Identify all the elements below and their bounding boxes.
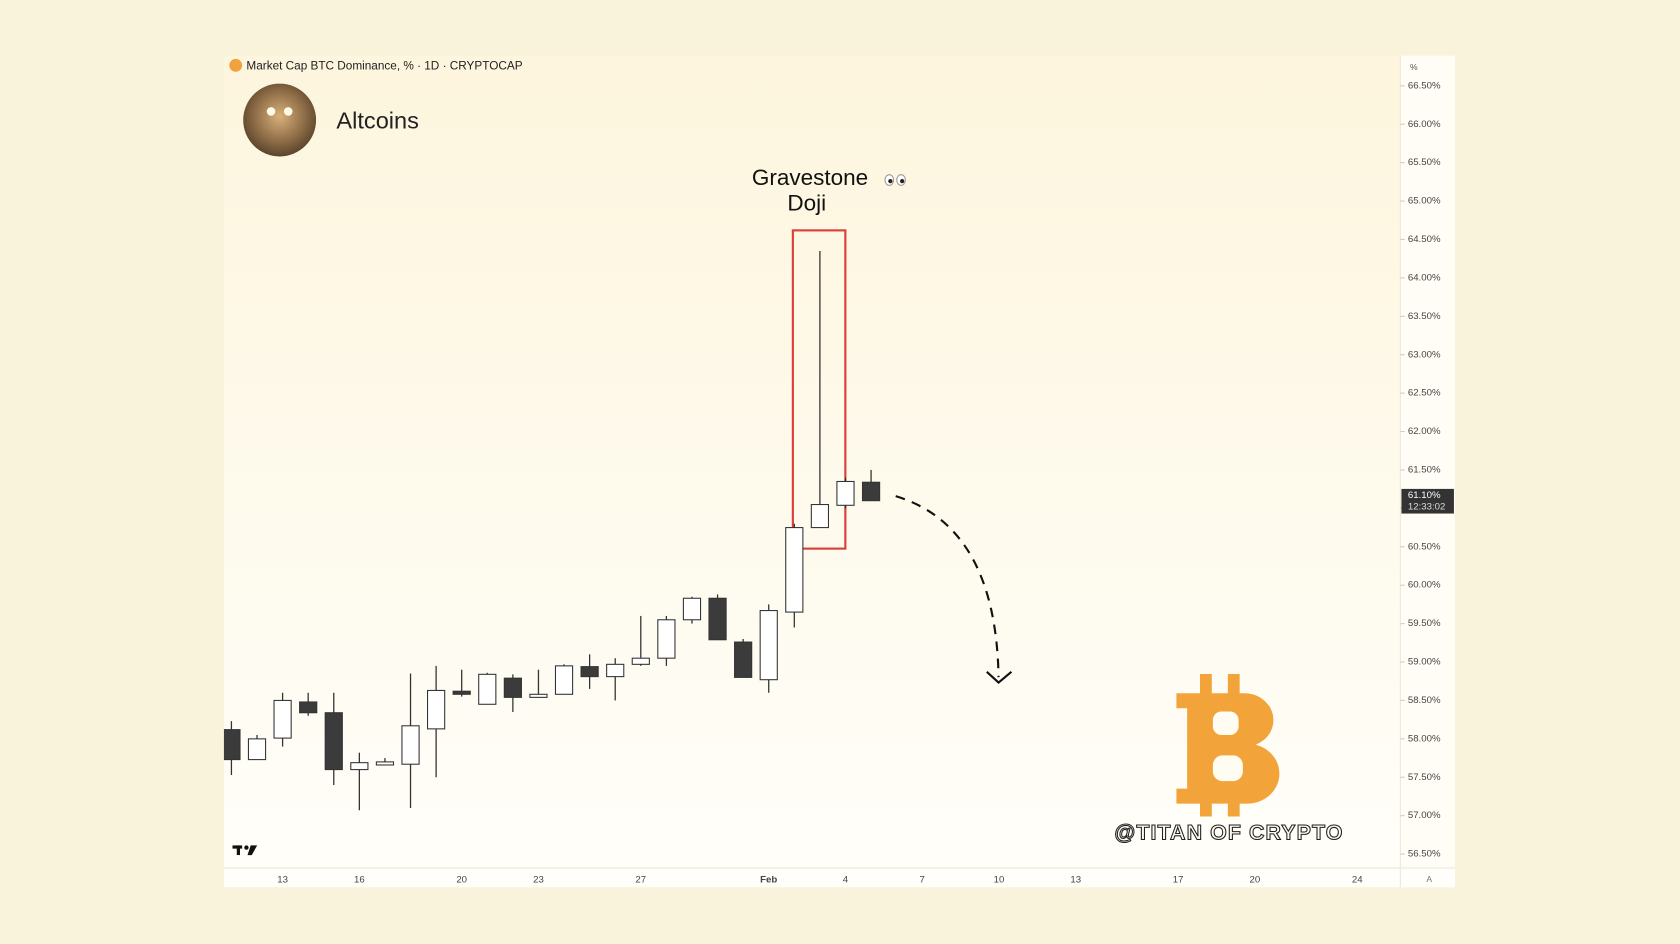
y-tick-label: 65.00% xyxy=(1408,196,1441,207)
y-tick-label: 58.50% xyxy=(1408,695,1441,706)
y-tick-label: 62.00% xyxy=(1408,426,1441,437)
y-tick-label: 64.00% xyxy=(1408,272,1441,283)
x-tick-label: 23 xyxy=(533,874,544,885)
y-tick-label: 66.00% xyxy=(1408,119,1441,130)
candle-body xyxy=(759,610,778,681)
y-tick-label: 64.50% xyxy=(1408,234,1441,245)
y-tick-label: 62.50% xyxy=(1408,388,1441,399)
axis-unit: % xyxy=(1410,62,1418,72)
price-axis xyxy=(1400,55,1455,888)
y-tick-label: 59.00% xyxy=(1408,657,1441,668)
x-tick-label: 4 xyxy=(843,874,849,885)
candle-body xyxy=(580,666,599,678)
watermark: @TITAN OF CRYPTO xyxy=(1114,820,1343,844)
y-tick-label: 63.50% xyxy=(1408,311,1441,322)
last-price-box xyxy=(1401,488,1454,514)
candle-body xyxy=(427,689,446,730)
last-price-label: 61.10% xyxy=(1408,490,1441,501)
y-tick-label: 56.50% xyxy=(1408,849,1441,860)
y-tick-label: 58.00% xyxy=(1408,733,1441,744)
x-tick-label: 13 xyxy=(277,874,288,885)
candle-body xyxy=(861,481,881,502)
avatar xyxy=(243,83,317,157)
bitcoin-logo-hole xyxy=(1212,755,1243,782)
y-tick-label: 60.00% xyxy=(1408,580,1441,591)
eyes-icon xyxy=(884,174,906,186)
x-tick-label: 13 xyxy=(1070,874,1081,885)
countdown: 12:33:02 xyxy=(1408,502,1445,513)
projection-arrow xyxy=(895,495,1000,678)
annotation: Doji xyxy=(787,191,826,216)
x-tick-label: 27 xyxy=(635,874,646,885)
candle-body xyxy=(452,690,471,695)
x-tick-label: 7 xyxy=(920,874,925,885)
x-tick-label: 20 xyxy=(1249,874,1260,885)
candle-body xyxy=(299,701,318,714)
y-tick-label: 66.50% xyxy=(1408,80,1441,91)
candle-body xyxy=(836,480,855,506)
avatar-eye xyxy=(266,107,276,116)
candle-body xyxy=(734,641,753,678)
candle-body xyxy=(810,503,830,529)
y-tick-label: 60.50% xyxy=(1408,541,1441,552)
chart-title: Market Cap BTC Dominance, % · 1D · CRYPT… xyxy=(246,60,522,73)
candle-body xyxy=(478,673,497,705)
y-tick-label: 63.00% xyxy=(1408,349,1441,360)
candle-body xyxy=(375,761,395,766)
candles xyxy=(223,251,881,811)
candle-body xyxy=(785,527,804,613)
y-tick-label: 61.50% xyxy=(1408,465,1441,476)
x-tick-label: 24 xyxy=(1352,874,1363,885)
scale-mode[interactable]: A xyxy=(1426,874,1432,884)
candle-body xyxy=(708,597,727,641)
x-tick-label: 10 xyxy=(994,874,1005,885)
avatar-eye xyxy=(283,107,293,116)
y-tick-label: 59.50% xyxy=(1408,618,1441,629)
subtitle: Altcoins xyxy=(336,107,419,133)
candle-body xyxy=(554,665,574,695)
candle-body xyxy=(503,677,522,698)
y-tick-label: 57.50% xyxy=(1408,772,1441,783)
time-axis xyxy=(223,867,1455,888)
candle-body xyxy=(324,712,343,771)
candle-body xyxy=(401,725,420,765)
annotation: Gravestone xyxy=(752,165,868,190)
candle-body xyxy=(606,663,625,678)
candle-body xyxy=(350,762,369,771)
candle-body xyxy=(247,738,267,761)
x-tick-label: Feb xyxy=(760,874,777,885)
x-tick-label: 17 xyxy=(1173,874,1184,885)
y-tick-label: 65.50% xyxy=(1408,157,1441,168)
candle-body xyxy=(223,729,241,761)
bitcoin-logo-hole xyxy=(1212,711,1239,736)
highlight-box xyxy=(791,229,847,550)
x-tick-label: 20 xyxy=(456,874,467,885)
symbol-icon xyxy=(229,58,243,72)
y-tick-label: 57.00% xyxy=(1408,810,1441,821)
candle-body xyxy=(273,699,292,739)
x-tick-label: 16 xyxy=(354,874,365,885)
candle-body xyxy=(631,657,650,665)
candle-body xyxy=(657,619,676,659)
bitcoin-logo xyxy=(1176,673,1280,817)
candle-body xyxy=(682,597,702,621)
candle-body xyxy=(529,693,548,698)
arrow-head xyxy=(986,671,1013,684)
